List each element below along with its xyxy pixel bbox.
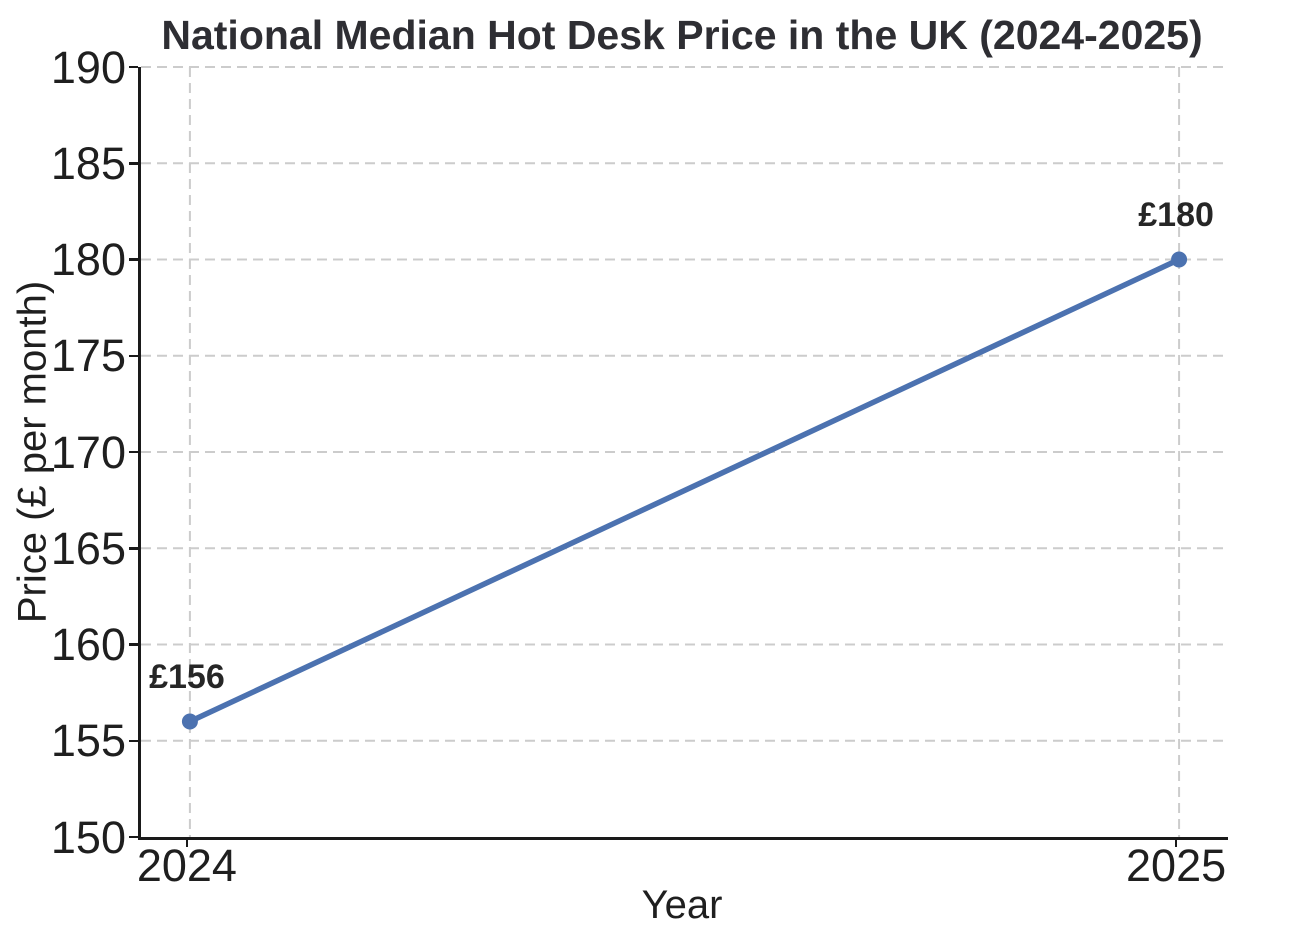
chart-title: National Median Hot Desk Price in the UK… (161, 12, 1203, 58)
y-tick-mark (129, 65, 138, 69)
y-tick-mark (129, 258, 138, 261)
y-tick-mark (129, 547, 138, 550)
x-axis-label: Year (641, 883, 723, 927)
x-tick-label: 2025 (1126, 840, 1227, 891)
data-point (1171, 251, 1188, 268)
point-value-label: £180 (1138, 195, 1214, 234)
y-tick-mark (129, 643, 138, 646)
x-tick-label: 2024 (136, 840, 237, 891)
y-tick-label: 185 (50, 137, 126, 189)
line-chart-canvas (141, 66, 1228, 837)
y-tick-mark (129, 835, 138, 839)
y-tick-label: 175 (50, 330, 126, 382)
y-tick-label: 190 (50, 41, 126, 93)
plot-area (138, 66, 1228, 840)
y-tick-label: 180 (50, 234, 126, 285)
y-tick-label: 150 (50, 811, 126, 863)
point-value-label: £156 (149, 657, 225, 696)
y-tick-mark (129, 450, 138, 454)
y-tick-mark (129, 354, 138, 357)
data-point (181, 713, 198, 730)
y-tick-mark (129, 739, 138, 742)
y-tick-mark (129, 162, 138, 165)
y-tick-label: 160 (50, 619, 126, 670)
x-tick-mark (1174, 838, 1178, 847)
y-tick-label: 155 (50, 715, 126, 767)
y-tick-label: 165 (50, 522, 126, 574)
x-tick-mark (185, 838, 189, 847)
series-line (187, 256, 1182, 725)
y-tick-label: 170 (50, 426, 126, 478)
